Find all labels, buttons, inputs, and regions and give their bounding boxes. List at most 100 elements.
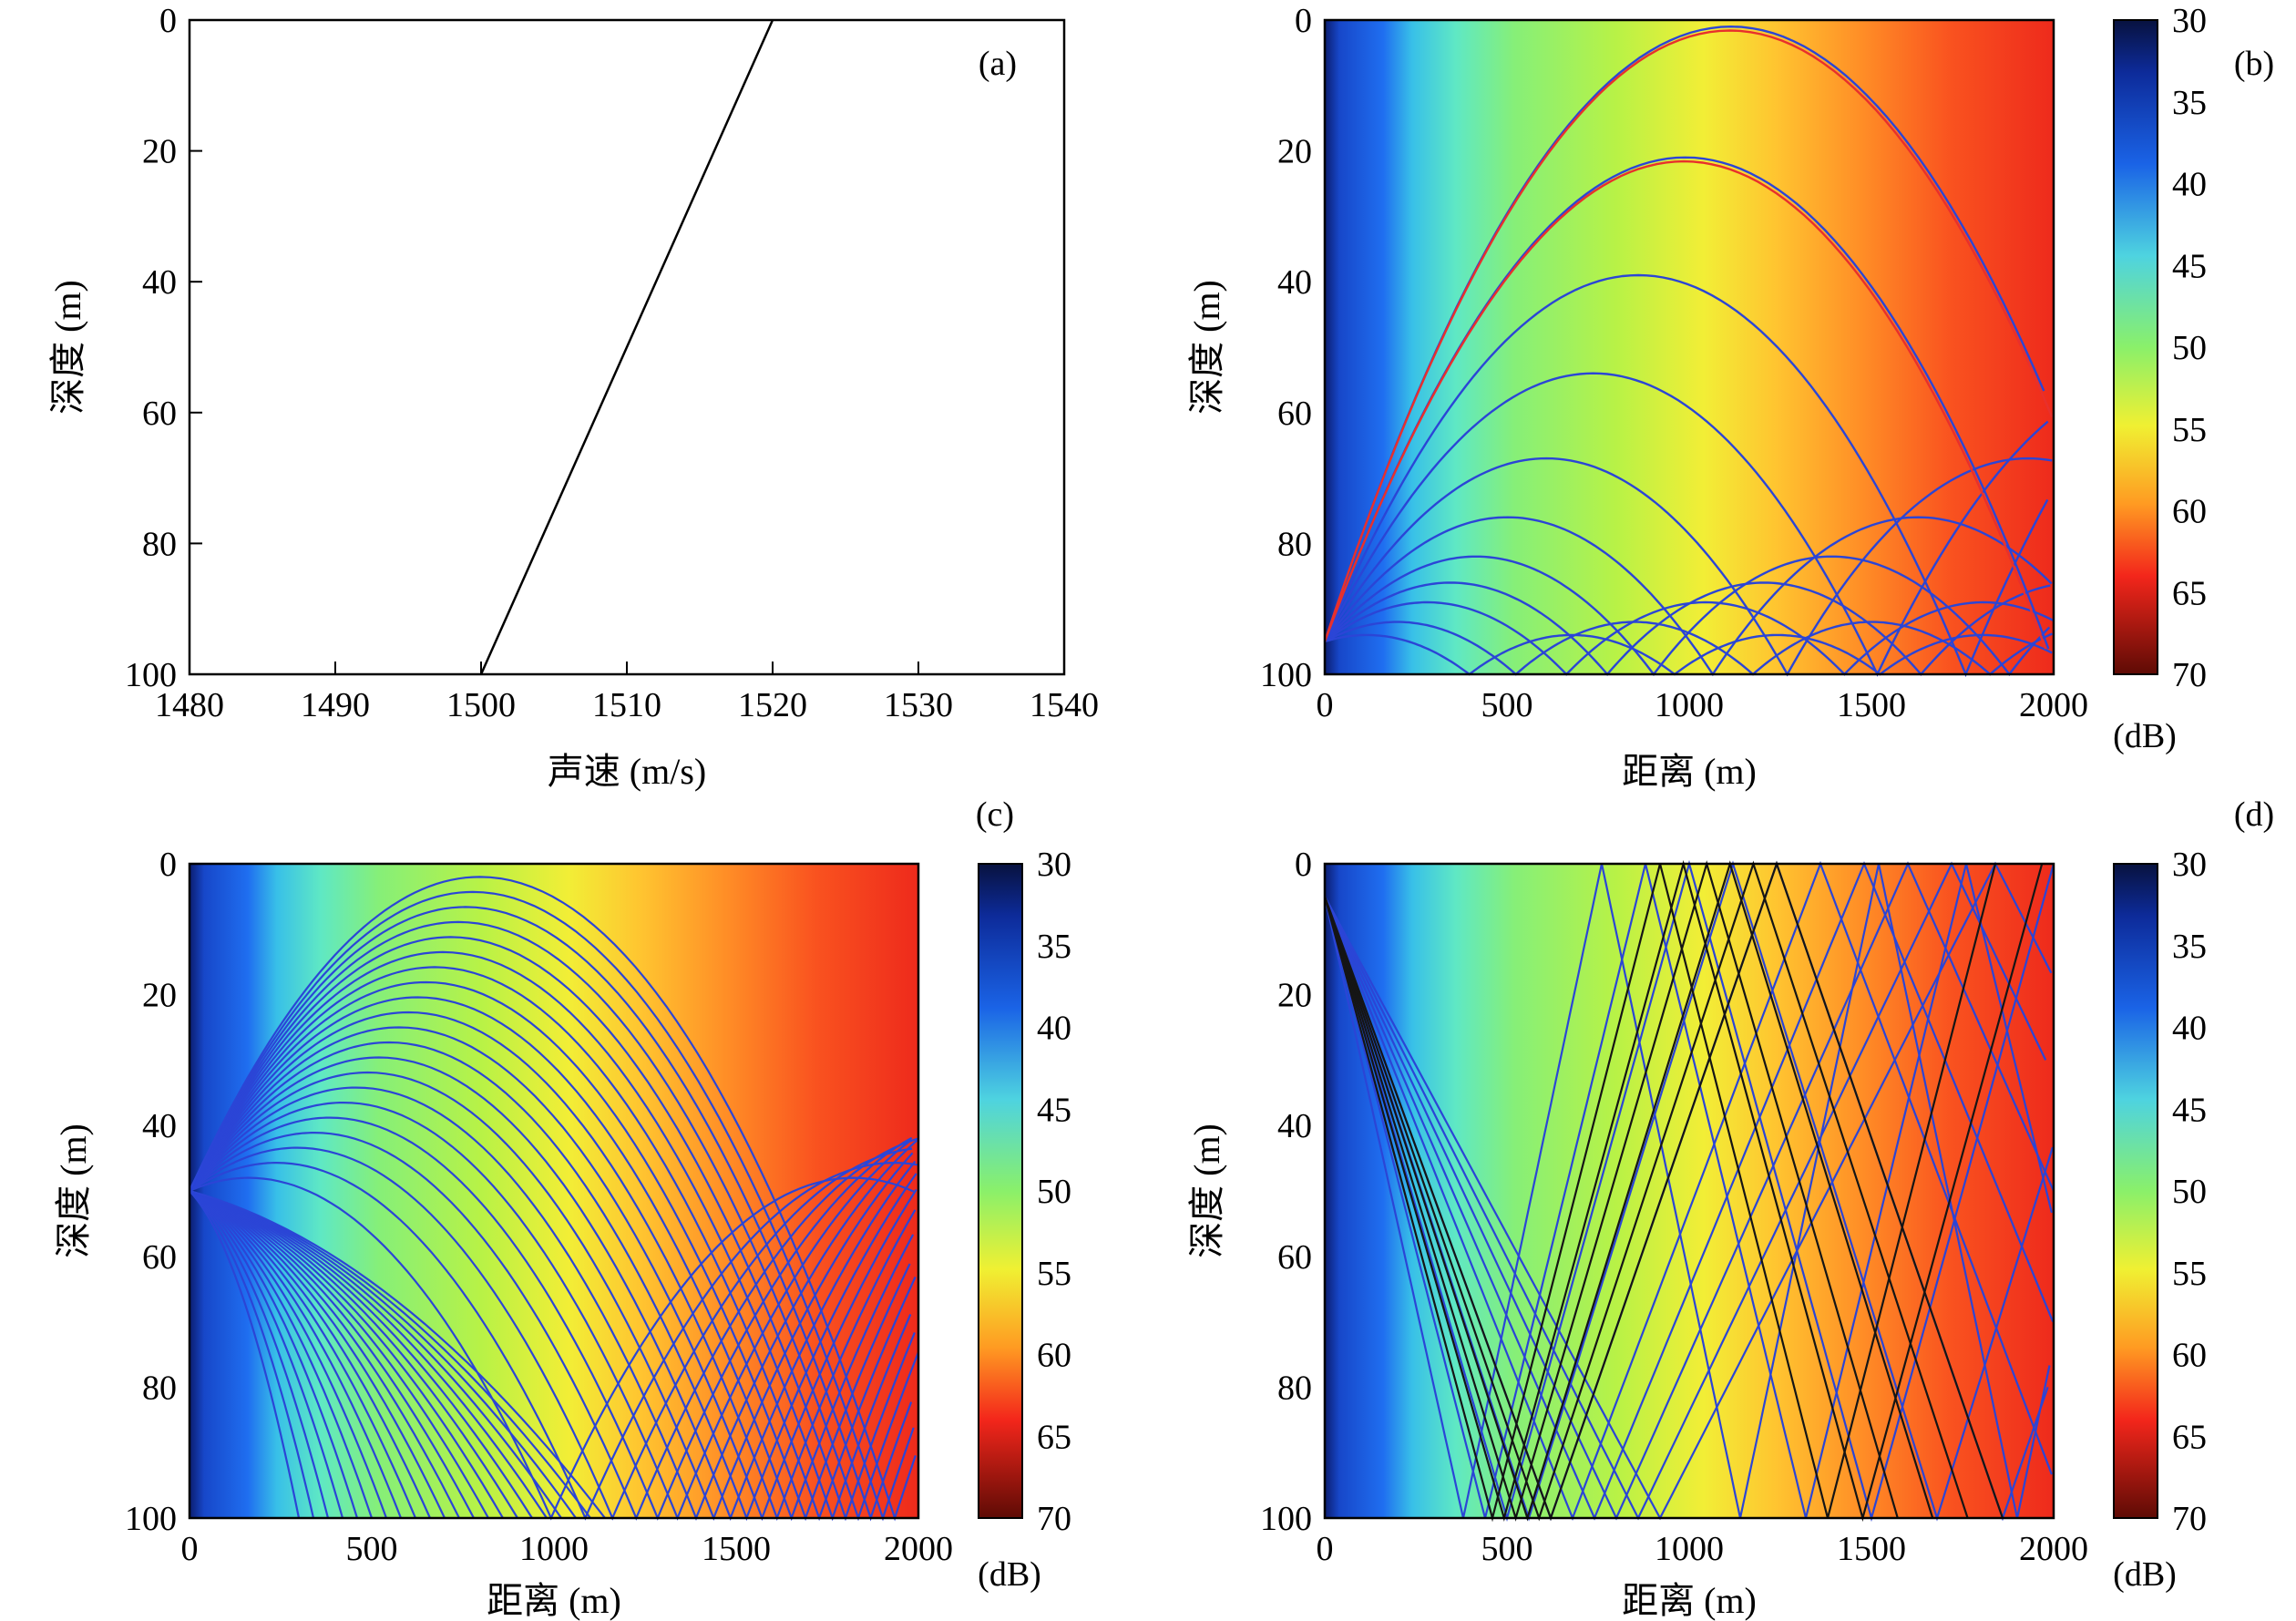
panel-b-colorbar (2113, 19, 2158, 675)
ray-path (1323, 372, 2049, 677)
x-tick-label: 1500 (702, 1530, 771, 1568)
ray-path (1323, 863, 2051, 1519)
y-tick-label: 20 (142, 133, 177, 171)
ray-path (189, 980, 911, 1522)
x-tick-label: 0 (181, 1530, 199, 1568)
panel-b-xticks: 0 500 1000 1500 2000 (1317, 686, 2089, 724)
ray-path (189, 1041, 917, 1522)
x-tick-label: 1000 (519, 1530, 589, 1568)
ray-path (189, 1086, 918, 1521)
colorbar-tick-label: 55 (1037, 1255, 1071, 1293)
panel-c: 0 500 1000 1500 2000 0 20 40 60 80 100 30 35 40 45 50… (53, 795, 1071, 1621)
panel-d: 0 500 1000 1500 2000 0 20 40 60 80 100 30 35 40 45 50… (1186, 795, 2274, 1621)
colorbar-tick-label: 65 (2172, 574, 2207, 612)
ray-path (189, 1189, 606, 1519)
ray-path (189, 1189, 533, 1519)
x-tick-label: 1500 (446, 686, 516, 724)
colorbar-tick-label: 50 (1037, 1173, 1071, 1211)
x-tick-label: 1540 (1030, 686, 1099, 724)
panel-c-yticks: 0 20 40 60 80 100 (125, 846, 177, 1538)
colorbar-tick-label: 50 (2172, 1173, 2207, 1211)
ray-path (189, 996, 915, 1522)
panel-b-tag: (b) (2234, 45, 2274, 83)
y-tick-label: 80 (142, 525, 177, 563)
x-tick-label: 1000 (1655, 1530, 1724, 1568)
bottom-bounce-ray-path (1323, 860, 2004, 1522)
colorbar-tick-label: 40 (1037, 1010, 1071, 1048)
ray-path (189, 1190, 446, 1519)
panel-c-xticks: 0 500 1000 1500 2000 (181, 1530, 954, 1568)
colorbar-tick-label: 65 (2172, 1418, 2207, 1456)
y-tick-label: 20 (142, 977, 177, 1015)
x-tick-label: 2000 (884, 1530, 953, 1568)
colorbar-tick-label: 30 (2172, 2, 2207, 40)
panel-b-yticks: 0 20 40 60 80 100 (1260, 2, 1312, 694)
ray-path (1323, 860, 2053, 1522)
x-tick-label: 0 (1317, 686, 1334, 724)
highlight-ray-path (1323, 29, 2054, 642)
panel-c-tag: (c) (976, 795, 1014, 834)
ray-path (189, 1190, 374, 1519)
y-tick-label: 40 (142, 1107, 177, 1145)
ray-path (189, 1056, 917, 1522)
y-tick-label: 0 (1295, 846, 1312, 884)
ray-path (1324, 600, 2054, 676)
panel-a-xlabel: 声速 (m/s) (548, 751, 706, 792)
x-tick-label: 1000 (1655, 686, 1724, 724)
y-tick-label: 40 (1277, 1107, 1312, 1145)
ray-path (189, 1189, 489, 1519)
panel-d-frame (1323, 862, 2055, 1520)
bottom-bounce-ray-path (1323, 860, 1899, 1522)
ray-path (189, 1132, 918, 1521)
y-tick-label: 60 (1277, 1238, 1312, 1277)
panel-d-tag: (d) (2234, 795, 2274, 834)
ray-path (1324, 861, 2053, 1521)
colorbar-tick-label: 70 (2172, 656, 2207, 694)
colorbar-tick-label: 70 (2172, 1500, 2207, 1538)
y-tick-label: 40 (142, 263, 177, 302)
ray-path (1324, 861, 2055, 1521)
panel-d-colorbar-unit: (dB) (2113, 1555, 2177, 1594)
panel-d-colorbar-ticks: 30 35 40 45 50 55 60 65 70 (2172, 846, 2207, 1538)
x-tick-label: 2000 (2019, 1530, 2088, 1568)
ray-path (189, 1189, 460, 1519)
y-tick-label: 100 (125, 1500, 177, 1538)
y-tick-label: 60 (142, 1238, 177, 1277)
bottom-bounce-ray-path (1323, 860, 1969, 1522)
ray-path (189, 876, 917, 1522)
ray-path (1324, 581, 2051, 676)
x-tick-label: 1510 (592, 686, 661, 724)
ray-path (189, 1190, 359, 1519)
panel-b-colorbar-ticks: 30 35 40 45 50 55 60 65 70 (2172, 2, 2207, 694)
panel-a: 1480 1490 1500 1510 1520 1530 1540 0 20 40 60 80 10… (47, 2, 1099, 792)
y-tick-label: 100 (1260, 656, 1312, 694)
colorbar-tick-label: 60 (1037, 1337, 1071, 1375)
colorbar-tick-label: 55 (2172, 1255, 2207, 1293)
y-tick-label: 0 (159, 2, 177, 40)
ray-path (1323, 861, 2055, 1521)
ray-path (189, 1190, 388, 1519)
y-tick-label: 20 (1277, 133, 1312, 171)
panel-b-field (1325, 20, 2054, 674)
panel-a-ylabel: 深度 (m) (47, 280, 88, 415)
colorbar-tick-label: 45 (1037, 1091, 1071, 1129)
x-tick-label: 1520 (738, 686, 807, 724)
panel-b-xlabel: 距离 (m) (1622, 751, 1757, 792)
colorbar-tick-label: 60 (2172, 1337, 2207, 1375)
x-tick-label: 500 (346, 1530, 398, 1568)
ray-path (189, 1189, 562, 1519)
highlight-ray-path (1323, 159, 2047, 650)
ray-path (189, 1190, 344, 1519)
y-tick-label: 0 (159, 846, 177, 884)
x-tick-label: 500 (1481, 686, 1533, 724)
ray-path (189, 936, 916, 1522)
y-tick-label: 80 (1277, 525, 1312, 563)
colorbar-tick-label: 60 (2172, 493, 2207, 531)
ray-path (1324, 861, 2047, 1521)
y-tick-label: 0 (1295, 2, 1312, 40)
ray-path (189, 1189, 518, 1519)
ray-path (189, 906, 913, 1522)
bottom-bounce-ray-path (1323, 860, 1934, 1522)
colorbar-tick-label: 35 (1037, 928, 1071, 966)
colorbar-tick-label: 30 (1037, 846, 1071, 884)
